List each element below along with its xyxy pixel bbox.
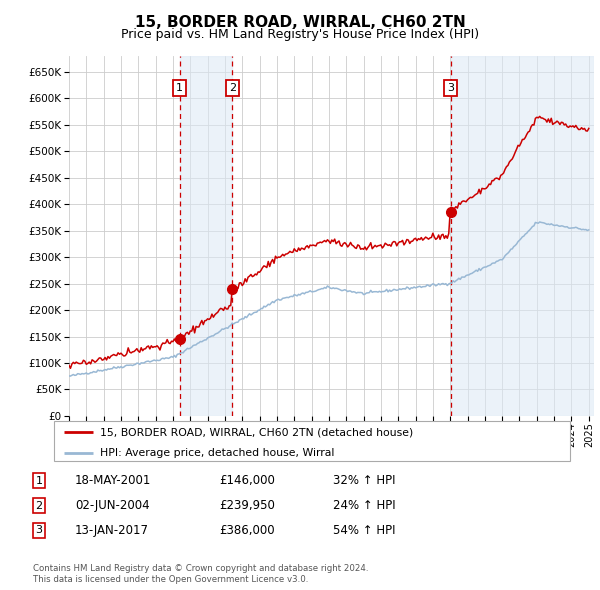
Bar bbox=[451, 56, 594, 416]
Bar bbox=[179, 56, 232, 416]
Text: Contains HM Land Registry data © Crown copyright and database right 2024.: Contains HM Land Registry data © Crown c… bbox=[33, 565, 368, 573]
Text: £386,000: £386,000 bbox=[219, 524, 275, 537]
Text: This data is licensed under the Open Government Licence v3.0.: This data is licensed under the Open Gov… bbox=[33, 575, 308, 584]
Text: 2: 2 bbox=[35, 501, 43, 510]
Text: £146,000: £146,000 bbox=[219, 474, 275, 487]
Text: 18-MAY-2001: 18-MAY-2001 bbox=[75, 474, 151, 487]
Text: HPI: Average price, detached house, Wirral: HPI: Average price, detached house, Wirr… bbox=[100, 448, 335, 458]
Text: 15, BORDER ROAD, WIRRAL, CH60 2TN: 15, BORDER ROAD, WIRRAL, CH60 2TN bbox=[134, 15, 466, 30]
Text: 2: 2 bbox=[229, 83, 236, 93]
Text: 3: 3 bbox=[448, 83, 454, 93]
Text: Price paid vs. HM Land Registry's House Price Index (HPI): Price paid vs. HM Land Registry's House … bbox=[121, 28, 479, 41]
Text: 13-JAN-2017: 13-JAN-2017 bbox=[75, 524, 149, 537]
Text: 1: 1 bbox=[35, 476, 43, 486]
FancyBboxPatch shape bbox=[54, 421, 570, 461]
Text: 3: 3 bbox=[35, 526, 43, 535]
Text: 32% ↑ HPI: 32% ↑ HPI bbox=[333, 474, 395, 487]
Text: 24% ↑ HPI: 24% ↑ HPI bbox=[333, 499, 395, 512]
Text: £239,950: £239,950 bbox=[219, 499, 275, 512]
Text: 02-JUN-2004: 02-JUN-2004 bbox=[75, 499, 149, 512]
Text: 15, BORDER ROAD, WIRRAL, CH60 2TN (detached house): 15, BORDER ROAD, WIRRAL, CH60 2TN (detac… bbox=[100, 428, 413, 438]
Text: 54% ↑ HPI: 54% ↑ HPI bbox=[333, 524, 395, 537]
Text: 1: 1 bbox=[176, 83, 183, 93]
